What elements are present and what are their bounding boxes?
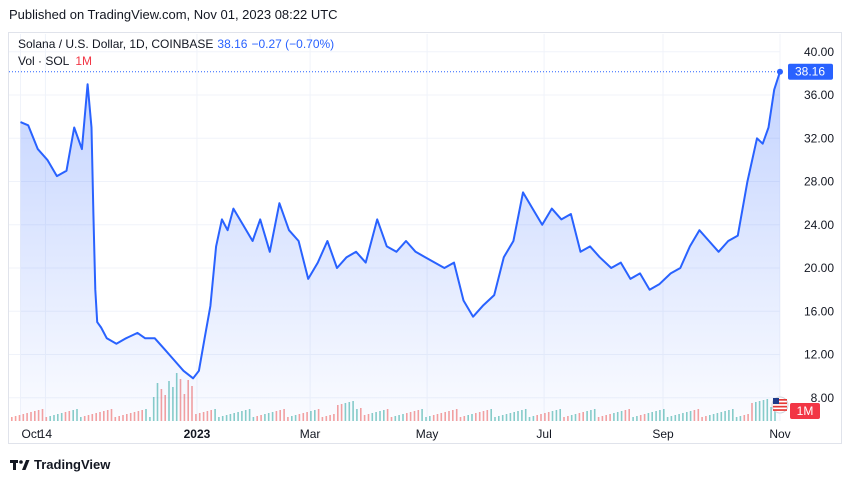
y-tick-label: 32.00 [804, 131, 834, 145]
flag-stripe [773, 399, 787, 401]
symbol-name: Solana / U.S. Dollar, 1D, COINBASE [18, 37, 214, 51]
x-tick-label: Sep [652, 427, 674, 441]
x-tick-label: Oct [22, 427, 41, 441]
change-value: −0.27 (−0.70%) [251, 37, 335, 51]
legend-volume-row: Vol · SOL 1M [18, 53, 334, 70]
y-axis: 40.00 36.00 32.00 28.00 24.00 20.00 16.00 12.00… [804, 45, 834, 405]
us-flag-icon [771, 396, 789, 414]
chart-frame [8, 32, 842, 444]
y-tick-label: 12.00 [804, 348, 834, 362]
flag-stripe [773, 409, 787, 411]
x-tick-label: Nov [769, 427, 790, 441]
flag-canton [773, 398, 779, 404]
chart-legend: Solana / U.S. Dollar, 1D, COINBASE 38.16−… [18, 36, 334, 70]
brand-name: TradingView [34, 457, 111, 472]
volume-value: 1M [75, 54, 93, 68]
flag-stripe [773, 405, 787, 408]
x-tick-label: May [416, 427, 439, 441]
x-tick-label: 14 [39, 427, 53, 441]
flag-stripe [773, 402, 787, 405]
volume-label: Vol · SOL [18, 54, 70, 68]
last-value: 38.16 [217, 37, 248, 51]
y-tick-label: 8.00 [811, 391, 835, 405]
x-tick-label: Mar [300, 427, 321, 441]
last-price-box [788, 63, 833, 80]
y-tick-label: 28.00 [804, 175, 834, 189]
volume-text: 1M [797, 404, 814, 418]
price-area-fill [20, 71, 780, 421]
volume-bar [14, 416, 17, 421]
y-tick-label: 20.00 [804, 261, 834, 275]
x-tick-label: 2023 [184, 427, 211, 441]
volume-box [790, 403, 820, 419]
last-price-tag: 38.16 [788, 63, 833, 80]
volume-bar [18, 415, 21, 421]
volume-bar [11, 417, 13, 421]
last-price-text: 38.16 [795, 65, 825, 79]
last-price-dot [777, 68, 783, 75]
legend-symbol-row: Solana / U.S. Dollar, 1D, COINBASE 38.16−… [18, 36, 334, 53]
y-tick-label: 16.00 [804, 304, 834, 318]
y-tick-label: 40.00 [804, 45, 834, 59]
x-tick-label: Jul [536, 427, 551, 441]
published-note: Published on TradingView.com, Nov 01, 20… [9, 7, 338, 22]
y-tick-label: 24.00 [804, 218, 834, 232]
y-tick-label: 36.00 [804, 88, 834, 102]
price-line [20, 71, 781, 380]
volume-tag: 1M [771, 396, 820, 419]
tradingview-logo[interactable]: TradingView [10, 457, 110, 472]
tradingview-logo-icon [10, 459, 30, 470]
